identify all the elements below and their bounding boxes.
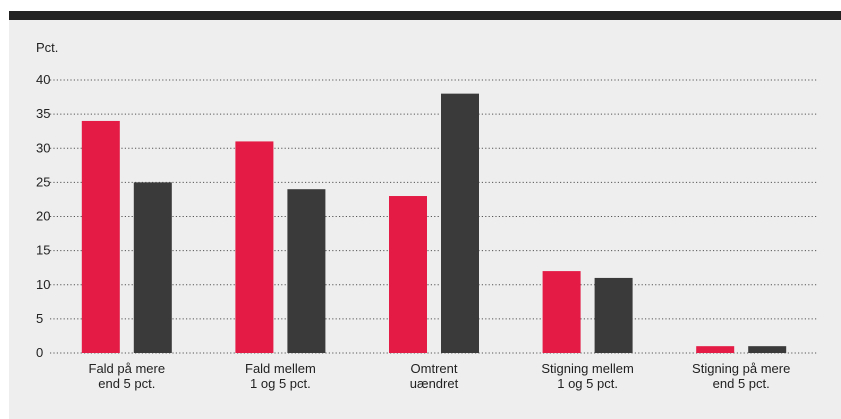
bar-series-1 [696, 346, 735, 353]
bar-series-2 [441, 93, 479, 354]
bar-series-1 [81, 120, 120, 353]
chart-top-bar [9, 11, 841, 20]
gridlines [50, 79, 818, 354]
bar-series-1 [235, 141, 274, 353]
bars [81, 93, 787, 354]
y-tick-label: 30 [36, 140, 50, 155]
y-tick-label: 35 [36, 106, 50, 121]
x-category-label: Fald på mere [89, 361, 166, 376]
bar-series-1 [542, 271, 581, 353]
y-tick-labels: 0 5 10 15 20 25 30 35 40 [36, 72, 50, 360]
y-tick-label: 5 [36, 311, 43, 326]
y-tick-label: 0 [36, 345, 43, 360]
y-tick-label: 40 [36, 72, 50, 87]
bar-series-2 [748, 346, 787, 353]
x-category-label: end 5 pct. [713, 376, 770, 391]
x-category-label: Stigning på mere [692, 361, 790, 376]
x-category-label: Stigning mellem [541, 361, 634, 376]
y-tick-label: 15 [36, 243, 50, 258]
x-category-label: uændret [410, 376, 459, 391]
x-category-label: 1 og 5 pct. [557, 376, 618, 391]
y-axis-label: Pct. [36, 40, 58, 55]
bar-series-2 [594, 277, 633, 353]
x-category-label: Fald mellem [245, 361, 316, 376]
bar-series-2 [287, 189, 326, 353]
x-category-label: 1 og 5 pct. [250, 376, 311, 391]
bar-series-2 [133, 182, 172, 353]
y-tick-label: 10 [36, 277, 50, 292]
y-tick-label: 20 [36, 209, 50, 224]
x-category-label: Omtrent [411, 361, 458, 376]
bar-series-1 [389, 196, 427, 353]
y-tick-label: 25 [36, 174, 50, 189]
x-category-label: end 5 pct. [98, 376, 155, 391]
